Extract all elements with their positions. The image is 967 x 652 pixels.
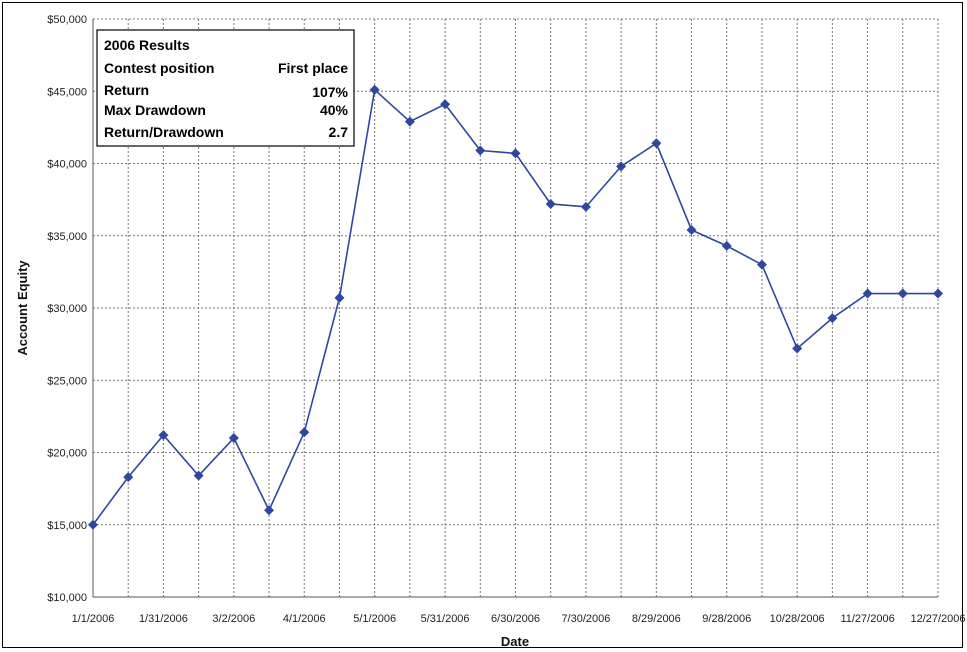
y-tick-label: $45,000	[47, 86, 87, 98]
y-tick-label: $50,000	[47, 14, 87, 26]
x-tick-label: 5/31/2006	[421, 613, 470, 625]
data-point	[369, 84, 380, 95]
data-point	[721, 240, 732, 251]
x-tick-label: 11/27/2006	[840, 613, 894, 625]
data-point	[404, 116, 415, 127]
results-value-contest-position: First place	[278, 60, 348, 76]
x-tick-label: 5/1/2006	[353, 613, 396, 625]
y-axis-title: Account Equity	[15, 260, 30, 356]
data-point	[651, 138, 662, 149]
data-point	[475, 145, 486, 156]
results-value-return-drawdown: 2.7	[329, 124, 349, 140]
y-tick-labels: $10,000 $15,000 $20,000 $25,000 $30,000 $35,0…	[47, 14, 87, 604]
results-label-contest-position: Contest position	[104, 60, 214, 76]
y-tick-label: $15,000	[47, 520, 87, 532]
data-point	[933, 288, 943, 299]
y-tick-label: $25,000	[47, 375, 87, 387]
x-tick-label: 1/31/2006	[139, 613, 188, 625]
y-tick-label: $10,000	[47, 592, 87, 604]
data-point	[897, 288, 908, 299]
data-point	[756, 259, 767, 270]
x-tick-label: 12/27/2006	[910, 613, 965, 625]
data-point	[123, 472, 134, 483]
results-label-max-drawdown: Max Drawdown	[104, 102, 206, 118]
results-value-max-drawdown: 40%	[320, 102, 349, 118]
x-tick-label: 1/1/2006	[72, 613, 115, 625]
data-point	[193, 470, 204, 481]
equity-series	[88, 84, 943, 530]
x-tick-label: 4/1/2006	[283, 613, 326, 625]
data-point	[580, 201, 591, 212]
results-label-return: Return	[104, 82, 149, 98]
x-tick-label: 9/28/2006	[702, 613, 751, 625]
data-point	[264, 505, 275, 516]
data-point	[616, 161, 627, 172]
x-tick-label: 3/2/2006	[212, 613, 255, 625]
data-point	[686, 224, 697, 235]
data-point	[88, 519, 98, 530]
data-point	[228, 433, 239, 444]
y-tick-label: $40,000	[47, 159, 87, 171]
results-label-return-drawdown: Return/Drawdown	[104, 124, 224, 140]
data-point	[158, 430, 169, 441]
data-point	[545, 198, 556, 209]
x-tick-label: 8/29/2006	[632, 613, 681, 625]
y-tick-label: $35,000	[47, 231, 87, 243]
data-point	[510, 148, 521, 159]
data-point	[334, 292, 345, 303]
results-box-border	[96, 29, 355, 147]
results-box: 2006 Results Contest position First plac…	[96, 29, 355, 147]
data-point	[792, 343, 803, 354]
data-point	[827, 313, 838, 324]
data-point	[862, 288, 873, 299]
x-tick-label: 7/30/2006	[561, 613, 610, 625]
x-tick-labels: 1/1/2006 1/31/2006 3/2/2006 4/1/2006 5/1/200…	[72, 613, 966, 625]
results-heading: 2006 Results	[104, 37, 190, 53]
x-axis-title: Date	[501, 634, 529, 649]
y-tick-label: $20,000	[47, 448, 87, 460]
data-point	[299, 427, 310, 438]
x-tick-label: 10/28/2006	[770, 613, 825, 625]
data-point	[440, 99, 451, 110]
results-value-return: 107%	[312, 84, 348, 100]
y-tick-label: $30,000	[47, 303, 87, 315]
x-tick-label: 6/30/2006	[491, 613, 540, 625]
